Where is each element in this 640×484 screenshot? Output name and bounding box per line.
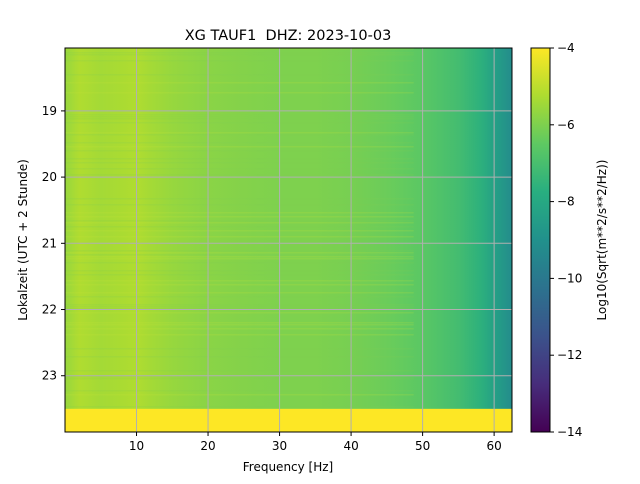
- colorbar-ticks: −4 −6 −8 −10 −12 −14: [550, 41, 582, 439]
- texture-stripe: [65, 142, 414, 144]
- spectrogram-stripes: [65, 48, 414, 408]
- y-axis-label: Lokalzeit (UTC + 2 Stunde): [16, 159, 30, 321]
- texture-stripe: [65, 356, 414, 358]
- y-tick-label: 19: [42, 104, 57, 118]
- texture-stripe: [65, 378, 414, 380]
- texture-stripe: [65, 252, 414, 254]
- texture-stripe: [65, 114, 414, 116]
- texture-stripe: [65, 312, 414, 314]
- grid: [65, 48, 512, 432]
- texture-stripe: [65, 54, 414, 56]
- colorbar-label: Log10(Sqrt(m**2/s**2/Hz)): [595, 160, 609, 321]
- texture-stripe: [65, 262, 414, 264]
- texture-stripe: [65, 390, 414, 392]
- texture-stripe: [65, 406, 414, 408]
- texture-stripe: [65, 212, 414, 214]
- texture-stripe: [65, 150, 414, 152]
- texture-stripe: [65, 324, 414, 326]
- y-tick-label: 20: [42, 170, 57, 184]
- texture-stripe: [65, 122, 414, 124]
- colorbar: [530, 47, 551, 433]
- colorbar-tick-label: −12: [557, 348, 582, 362]
- y-tick-label: 21: [42, 236, 57, 250]
- colorbar-tick-label: −6: [557, 118, 575, 132]
- texture-stripe: [65, 222, 414, 224]
- saturated-block: [65, 408, 512, 432]
- y-tick-label: 23: [42, 369, 57, 383]
- texture-stripe: [65, 52, 414, 54]
- texture-stripe: [65, 292, 414, 294]
- texture-stripe: [65, 394, 414, 396]
- texture-stripe: [65, 254, 414, 256]
- plot-frame: [64, 47, 513, 433]
- texture-stripe: [65, 92, 414, 94]
- texture-stripe: [65, 322, 414, 324]
- texture-stripe: [65, 348, 414, 350]
- texture-stripe: [65, 158, 414, 160]
- texture-stripe: [65, 306, 414, 308]
- texture-stripe: [65, 296, 414, 298]
- texture-stripe: [65, 230, 414, 232]
- texture-stripe: [65, 226, 414, 228]
- texture-stripe: [65, 116, 414, 118]
- y-axis-ticks: 19 20 21 22 23: [42, 104, 65, 383]
- x-axis-label: Frequency [Hz]: [243, 460, 334, 474]
- x-tick-label: 40: [343, 439, 358, 453]
- texture-stripe: [65, 376, 414, 378]
- texture-stripe: [65, 60, 414, 62]
- texture-stripe: [65, 270, 414, 272]
- texture-stripe: [65, 168, 414, 170]
- colorbar-tick-label: −4: [557, 41, 575, 55]
- plot-area: [65, 48, 512, 432]
- texture-stripe: [65, 280, 414, 282]
- x-tick-label: 60: [486, 439, 501, 453]
- x-tick-label: 10: [129, 439, 144, 453]
- colorbar-tick-label: −8: [557, 195, 575, 209]
- texture-stripe: [65, 132, 414, 134]
- chart-title: XG TAUF1 DHZ: 2023-10-03: [185, 28, 392, 44]
- y-tick-label: 22: [42, 303, 57, 317]
- texture-stripe: [65, 256, 414, 258]
- texture-stripe: [65, 82, 414, 84]
- texture-stripe: [65, 284, 414, 286]
- texture-stripe: [65, 220, 414, 222]
- texture-stripe: [65, 304, 414, 306]
- texture-stripe: [65, 216, 414, 218]
- texture-stripe: [65, 174, 414, 176]
- x-tick-label: 20: [200, 439, 215, 453]
- spectrogram-field: [65, 48, 512, 432]
- texture-stripe: [65, 274, 414, 276]
- texture-stripe: [65, 48, 414, 50]
- texture-stripe: [65, 146, 414, 148]
- texture-stripe: [65, 370, 414, 372]
- colorbar-tick-label: −10: [557, 271, 582, 285]
- texture-stripe: [65, 236, 414, 238]
- texture-stripe: [65, 258, 414, 260]
- texture-stripe: [65, 118, 414, 120]
- texture-stripe: [65, 74, 414, 76]
- texture-stripe: [65, 308, 414, 310]
- texture-stripe: [65, 328, 414, 330]
- texture-stripe: [65, 334, 414, 336]
- colorbar-tick-label: −14: [557, 425, 582, 439]
- texture-stripe: [65, 250, 414, 252]
- texture-stripe: [65, 162, 414, 164]
- x-axis-ticks: 10 20 30 40 50 60: [129, 432, 502, 453]
- texture-stripe: [65, 198, 414, 200]
- texture-stripe: [65, 134, 414, 136]
- x-tick-label: 50: [415, 439, 430, 453]
- x-tick-label: 30: [272, 439, 287, 453]
- texture-stripe: [65, 204, 414, 206]
